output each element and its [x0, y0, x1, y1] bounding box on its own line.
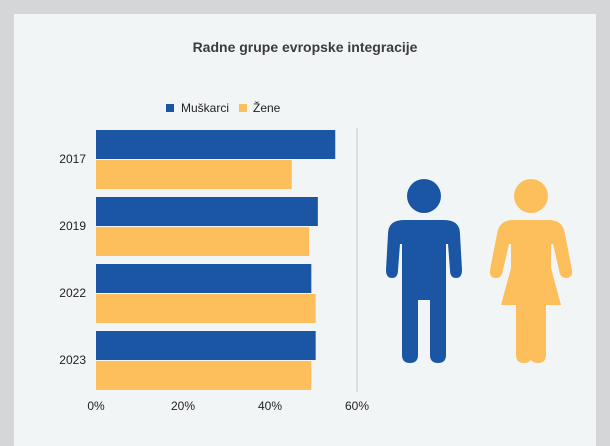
x-tick-label-40: 40% — [258, 399, 282, 413]
category-label-2017: 2017 — [59, 152, 86, 166]
x-tick-label-0: 0% — [87, 399, 105, 413]
bar-2017-muskarci — [96, 130, 336, 159]
bar-2023-zene — [96, 361, 312, 390]
bar-2019-zene — [96, 227, 310, 256]
x-axis-ticks: 0% 20% 40% 60% — [87, 399, 369, 413]
bar-2017-zene — [96, 160, 292, 189]
man-body — [386, 220, 462, 363]
x-tick-label-20: 20% — [171, 399, 195, 413]
category-label-2019: 2019 — [59, 219, 86, 233]
woman-head — [514, 179, 548, 213]
category-label-2023: 2023 — [59, 353, 86, 367]
man-icon — [386, 179, 462, 363]
legend-swatch-zene — [239, 104, 247, 112]
woman-icon — [489, 179, 573, 363]
bar-2019-muskarci — [96, 197, 318, 226]
legend-label-muskarci: Muškarci — [181, 101, 229, 115]
legend: Muškarci Žene — [166, 100, 281, 115]
x-tick-label-60: 60% — [345, 399, 369, 413]
bar-group — [96, 130, 336, 390]
category-label-2022: 2022 — [59, 286, 86, 300]
bar-2022-muskarci — [96, 264, 312, 293]
category-labels: 2017 2019 2022 2023 — [59, 152, 86, 367]
man-head — [407, 179, 441, 213]
chart-title: Radne grupe evropske integracije — [193, 39, 418, 55]
woman-body — [489, 220, 573, 363]
legend-label-zene: Žene — [253, 100, 281, 115]
legend-swatch-muskarci — [166, 104, 174, 112]
bar-2023-muskarci — [96, 331, 316, 360]
bar-2022-zene — [96, 294, 316, 323]
